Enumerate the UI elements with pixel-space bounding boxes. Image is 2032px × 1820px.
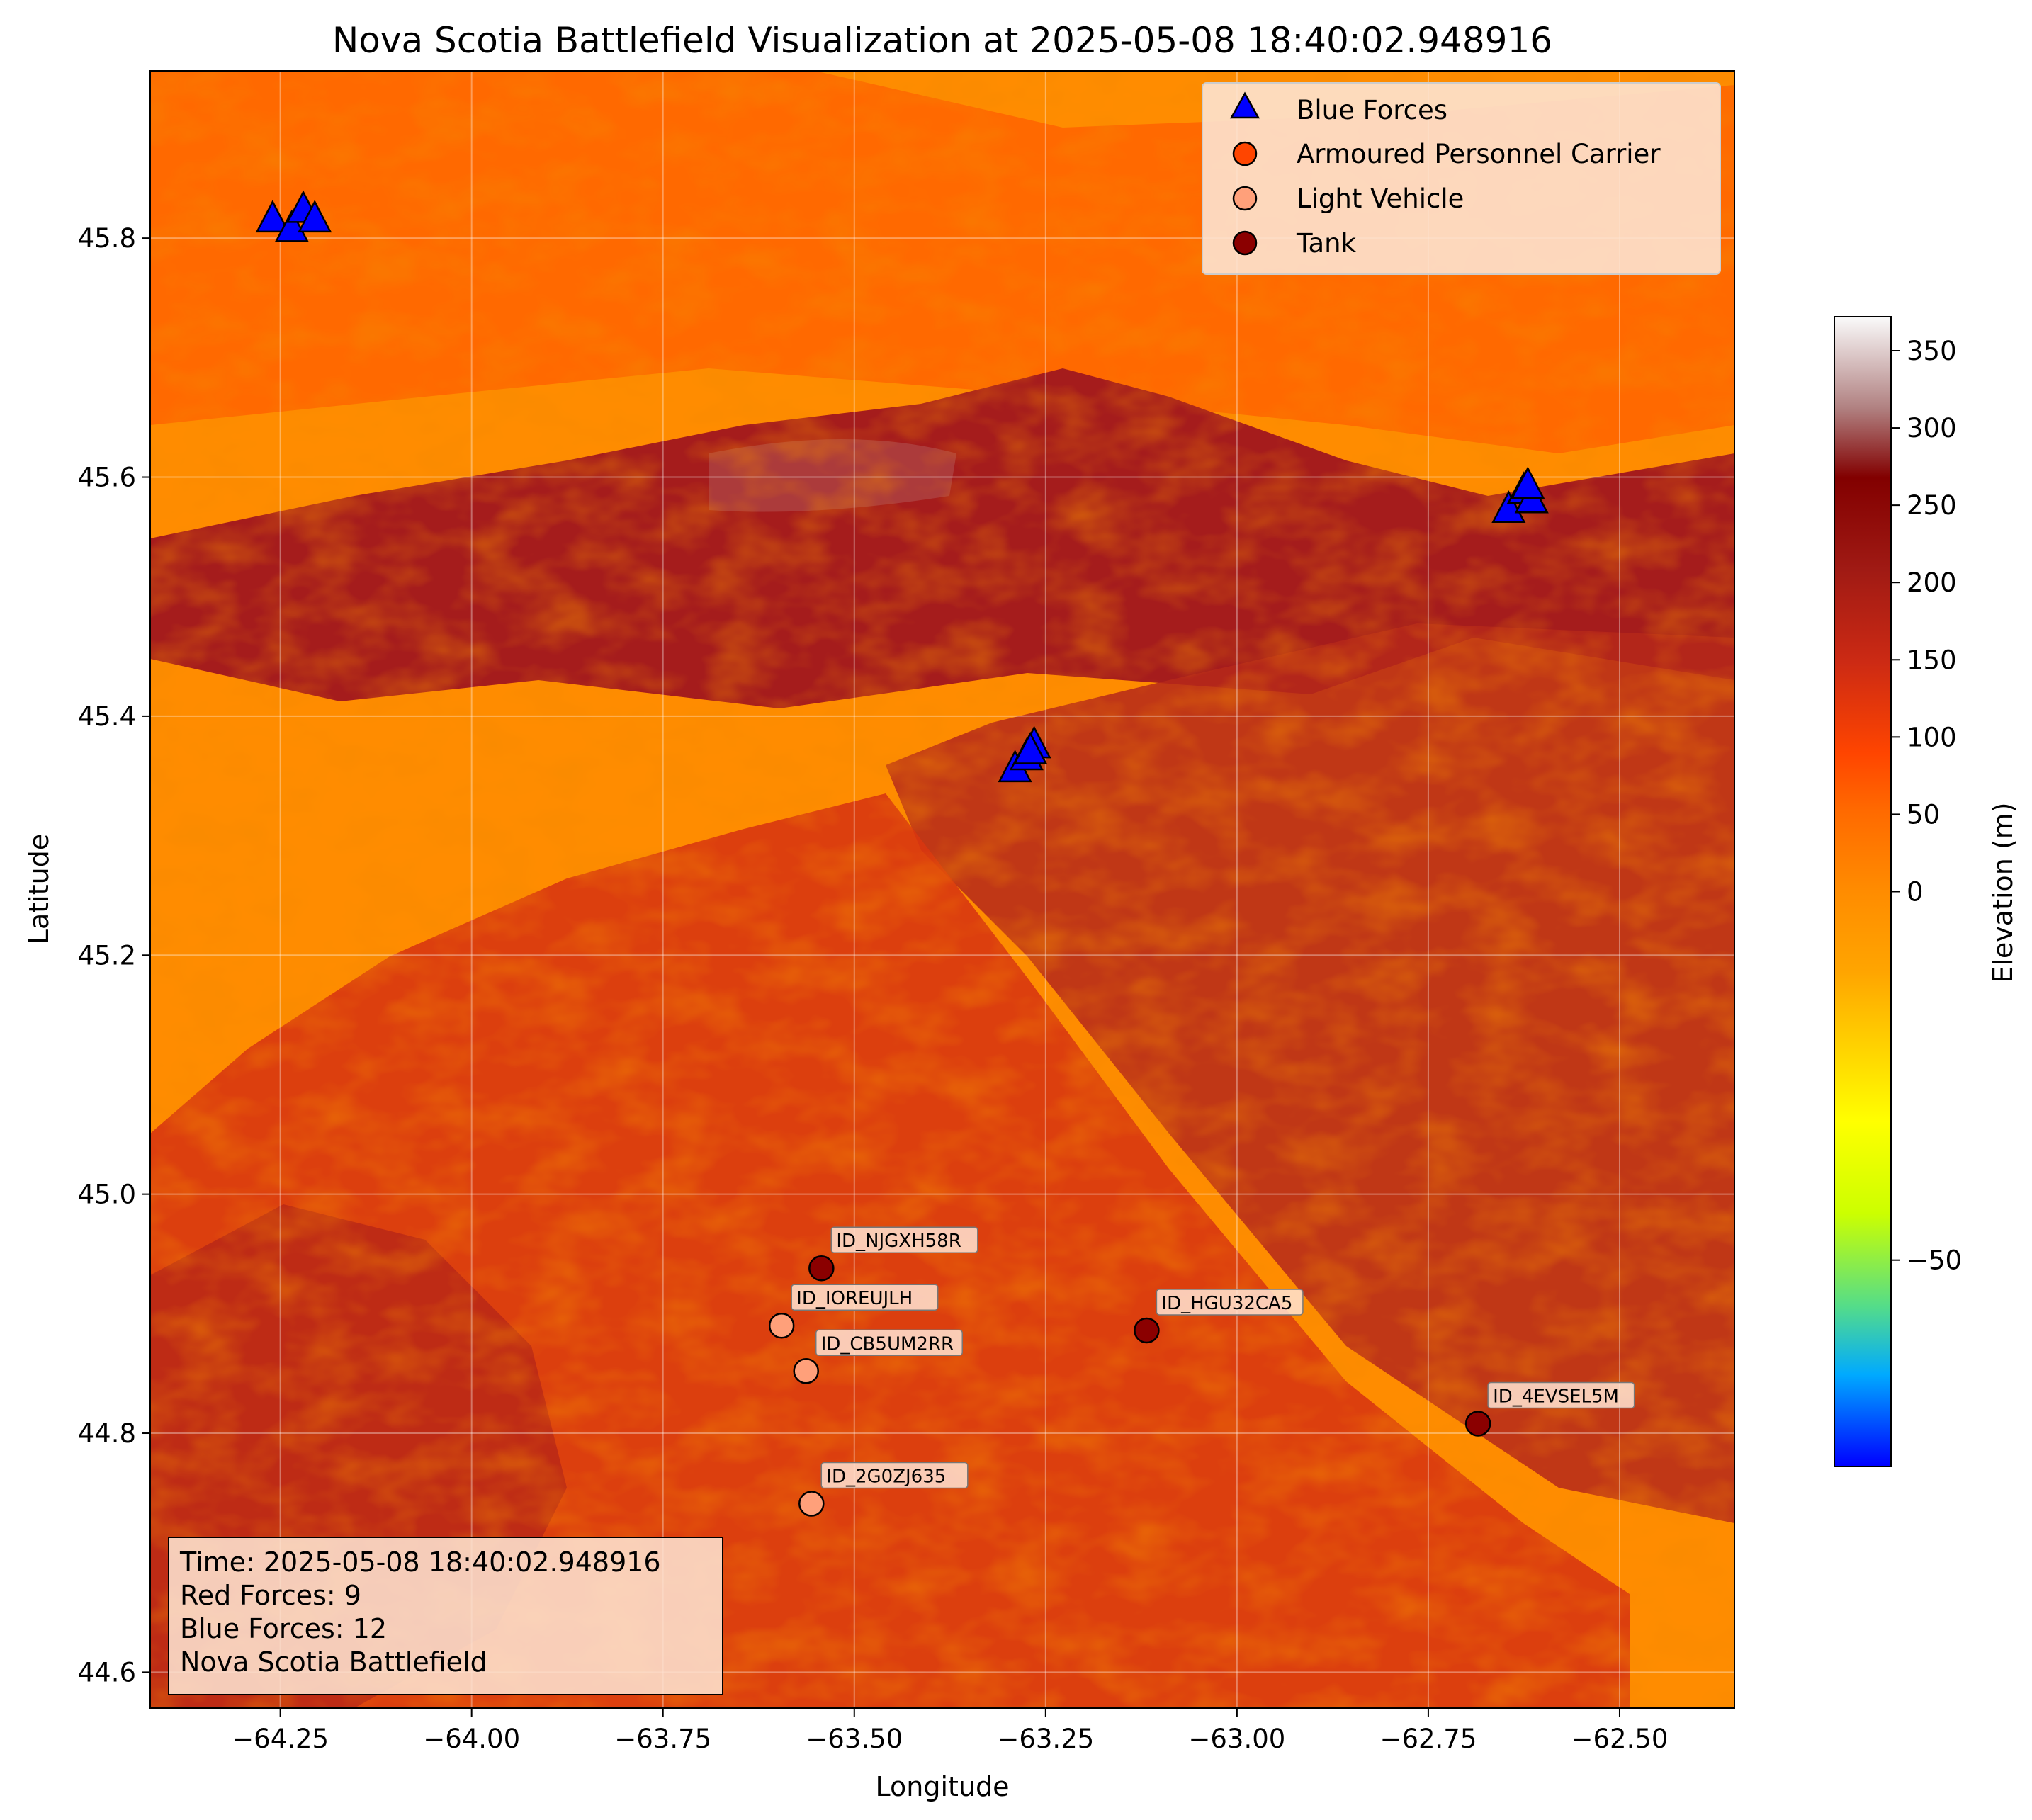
red-force-marker [1134, 1317, 1160, 1344]
red-force-marker [1464, 1411, 1491, 1437]
legend-label-blue-forces: Blue Forces [1297, 95, 1447, 125]
legend-label-apc: Armoured Personnel Carrier [1297, 139, 1661, 169]
legend-marker-apc [1232, 141, 1258, 166]
unit-label-background [815, 1329, 963, 1357]
legend-background [1202, 82, 1721, 275]
x-tick-label: −63.25 [997, 1724, 1094, 1754]
x-axis: −64.25 −64.00 −63.75 −63.50 −63.25 −63.00 −62.… [232, 1708, 1668, 1754]
info-area-name: Nova Scotia Battlefield [180, 1646, 487, 1678]
colorbar-tick-label: 350 [1907, 336, 1957, 366]
info-blue-forces: Blue Forces: 12 [180, 1613, 387, 1644]
x-tick-label: −63.50 [806, 1724, 903, 1754]
y-axis: 44.6 44.8 45.0 45.2 45.4 45.6 45.8 [78, 223, 150, 1688]
unit-label-background [830, 1226, 978, 1253]
colorbar-tick-label: 150 [1907, 645, 1957, 675]
colorbar-tick-label: 250 [1907, 490, 1957, 521]
colorbar-tick-label: 200 [1907, 567, 1957, 598]
blue-force-marker [1511, 466, 1545, 499]
x-tick-label: −63.00 [1188, 1724, 1285, 1754]
legend-label-light-vehicle: Light Vehicle [1297, 183, 1464, 214]
y-tick-label: 45.0 [78, 1180, 136, 1210]
y-axis-title: Latitude [23, 834, 55, 944]
info-box: Time: 2025-05-08 18:40:02.948916 Red For… [168, 1537, 723, 1695]
blue-force-marker [255, 200, 290, 233]
unit-label-background [1487, 1381, 1635, 1409]
red-force-marker [793, 1358, 819, 1384]
unit-id-label: ID_4EVSEL5M [1493, 1386, 1619, 1408]
x-tick-label: −63.75 [614, 1724, 711, 1754]
legend-marker-light-vehicle [1232, 186, 1258, 211]
x-tick-label: −62.75 [1379, 1724, 1477, 1754]
legend-marker-blue-forces [1229, 91, 1260, 119]
colorbar-tick-label: 100 [1907, 722, 1957, 752]
info-time: Time: 2025-05-08 18:40:02.948916 [179, 1547, 661, 1578]
markers [255, 190, 1549, 1517]
unit-label-background [791, 1284, 939, 1311]
x-tick-label: −64.25 [232, 1724, 329, 1754]
unit-id-label: ID_CB5UM2RR [821, 1333, 954, 1355]
red-force-marker [798, 1491, 825, 1517]
colorbar-ticks: 350 300 250 200 150 100 50 0 −50 [1891, 336, 1962, 1276]
y-tick-label: 45.8 [78, 223, 136, 254]
blue-force-marker [298, 200, 332, 233]
y-tick-label: 45.6 [78, 463, 136, 493]
colorbar-label: Elevation (m) [1987, 802, 2019, 983]
x-tick-label: −64.00 [423, 1724, 520, 1754]
unit-id-label: ID_HGU32CA5 [1161, 1293, 1292, 1314]
chart-title: Nova Scotia Battlefield Visualization at… [332, 20, 1552, 61]
blue-force-marker [1013, 731, 1048, 764]
legend: Blue Forces Armoured Personnel Carrier L… [1202, 82, 1721, 275]
point-labels: ID_IOREUJLH ID_CB5UM2RR ID_2G0ZJ635 ID_NJGX… [791, 1226, 1635, 1489]
red-force-marker [768, 1312, 795, 1339]
colorbar-tick-label: 50 [1907, 799, 1940, 830]
colorbar-tick-label: 0 [1907, 877, 1924, 908]
y-tick-label: 44.8 [78, 1418, 136, 1449]
plot-frame [149, 70, 1735, 1709]
y-tick-label: 45.2 [78, 940, 136, 971]
unit-label-background [1156, 1289, 1304, 1316]
x-tick-label: −62.50 [1571, 1724, 1669, 1754]
info-red-forces: Red Forces: 9 [180, 1580, 361, 1611]
unit-id-label: ID_2G0ZJ635 [826, 1466, 946, 1488]
unit-id-label: ID_IOREUJLH [796, 1288, 913, 1309]
unit-id-label: ID_NJGXH58R [836, 1231, 961, 1252]
blue-force-marker [1491, 490, 1526, 524]
colorbar-tick-label: −50 [1907, 1245, 1962, 1276]
info-box-background [168, 1537, 723, 1695]
colorbar-tick-label: 300 [1907, 413, 1957, 443]
blue-force-marker [274, 209, 309, 242]
legend-marker-tank [1232, 230, 1258, 256]
legend-label-tank: Tank [1296, 228, 1357, 259]
colorbar-gradient [1834, 316, 1892, 1467]
y-tick-label: 45.4 [78, 701, 136, 732]
red-force-marker [808, 1255, 835, 1282]
unit-label-background [820, 1462, 969, 1489]
colorbar: 350 300 250 200 150 100 50 0 −50 Elevation (m) [1834, 316, 2019, 1467]
x-axis-title: Longitude [876, 1771, 1010, 1802]
y-tick-label: 44.6 [78, 1657, 136, 1688]
